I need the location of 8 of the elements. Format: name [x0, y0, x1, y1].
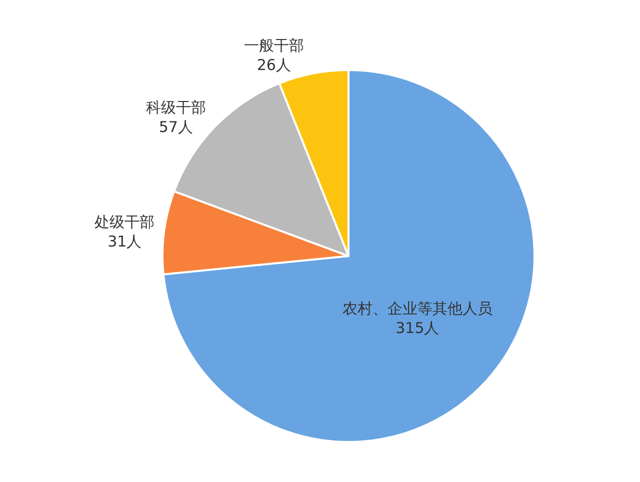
- data-label: 31人: [108, 232, 142, 251]
- data-label: 57人: [158, 118, 193, 136]
- slice-label: 处级干部: [94, 213, 155, 232]
- slice-label: 科级干部: [146, 98, 206, 116]
- data-label: 26人: [256, 56, 291, 74]
- slice-label: 一般干部: [244, 36, 304, 55]
- data-label: 315人: [396, 319, 440, 338]
- slice-label: 农村、企业等其他人员: [342, 300, 492, 318]
